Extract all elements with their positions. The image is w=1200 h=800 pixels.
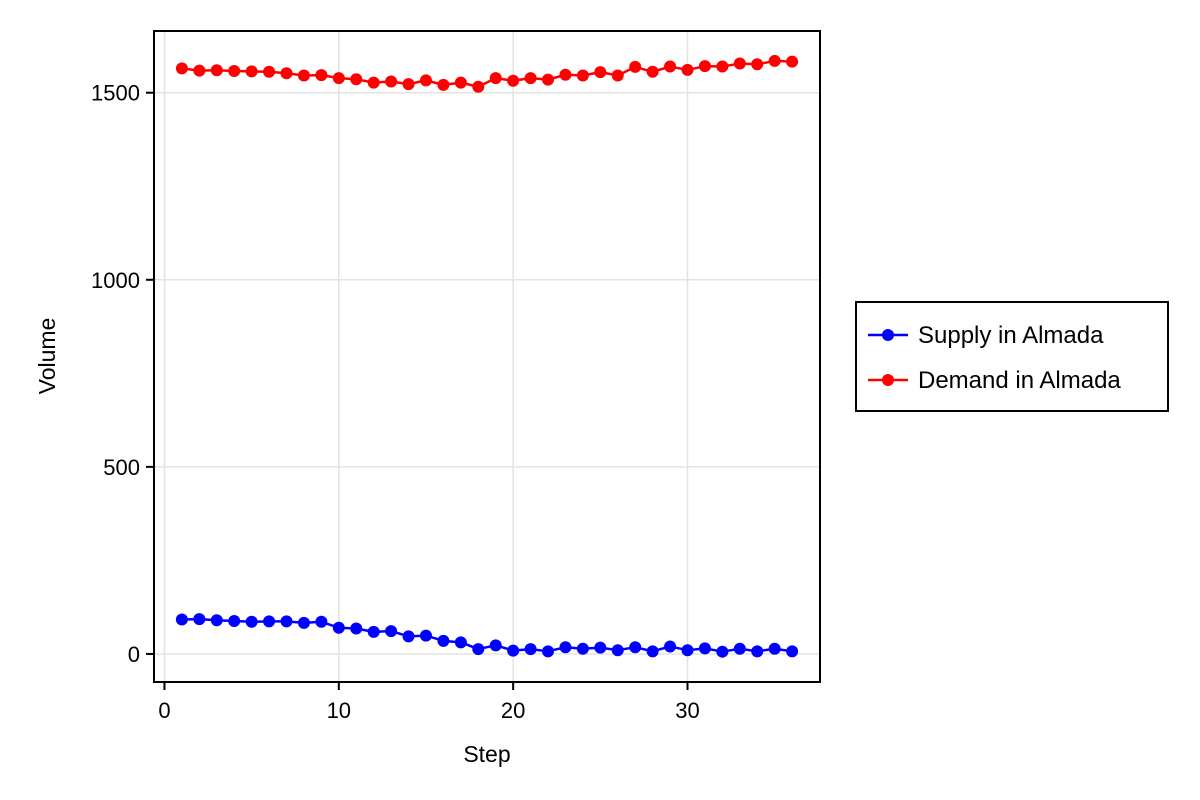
data-point <box>350 622 363 635</box>
data-point <box>664 640 677 653</box>
data-point <box>315 615 328 628</box>
data-point <box>228 615 241 628</box>
x-tick-label: 20 <box>501 698 525 723</box>
data-point <box>297 69 310 82</box>
legend-box <box>855 301 1169 412</box>
x-axis-label: Step <box>463 741 510 767</box>
x-tick-label: 30 <box>675 698 699 723</box>
legend-supply-marker <box>882 329 894 341</box>
axes: 0 10 20 30 0 500 1000 1500 <box>91 81 700 723</box>
data-point <box>332 621 345 634</box>
y-tick-label: 0 <box>128 642 140 667</box>
data-point <box>733 57 746 70</box>
data-point <box>698 642 711 655</box>
data-point <box>629 641 642 654</box>
data-point <box>629 60 642 73</box>
data-point <box>611 644 624 657</box>
data-point <box>245 615 258 628</box>
data-point <box>472 643 485 656</box>
data-point <box>751 645 764 658</box>
data-point <box>698 60 711 73</box>
data-point <box>419 74 432 87</box>
grid-lines <box>154 31 820 682</box>
y-tick-label: 500 <box>103 455 140 480</box>
data-point <box>385 625 398 638</box>
data-point <box>716 645 729 658</box>
data-point <box>193 64 206 77</box>
legend-demand-marker <box>882 374 894 386</box>
data-point <box>228 65 241 78</box>
data-point <box>786 55 799 68</box>
legend-demand-label: Demand in Almada <box>918 367 1121 394</box>
data-point <box>263 615 276 628</box>
data-point <box>297 616 310 629</box>
data-point <box>385 75 398 88</box>
data-point <box>280 615 293 628</box>
data-point <box>437 78 450 91</box>
y-tick-label: 1000 <box>91 268 140 293</box>
data-point <box>367 625 380 638</box>
data-point <box>454 636 467 649</box>
y-axis-label: Volume <box>34 318 60 395</box>
data-point <box>542 73 555 86</box>
data-point <box>402 630 415 643</box>
data-point <box>419 629 432 642</box>
data-point <box>594 641 607 654</box>
data-point <box>437 634 450 647</box>
data-point <box>542 645 555 658</box>
data-point <box>263 65 276 78</box>
data-point <box>454 76 467 89</box>
data-point <box>768 54 781 67</box>
data-point <box>210 64 223 77</box>
data-point <box>472 80 485 93</box>
legend: Supply in Almada Demand in Almada <box>855 301 1169 412</box>
data-point <box>332 72 345 85</box>
data-point <box>768 642 781 655</box>
data-point <box>681 644 694 657</box>
data-point <box>489 639 502 652</box>
plot-frame <box>153 30 821 683</box>
data-point <box>245 65 258 78</box>
x-tick-label: 0 <box>158 698 170 723</box>
data-point <box>576 642 589 655</box>
data-point <box>751 58 764 71</box>
data-point <box>210 614 223 627</box>
data-point <box>681 63 694 76</box>
series-0 <box>175 613 799 658</box>
legend-supply-label: Supply in Almada <box>918 322 1104 349</box>
data-point <box>524 643 537 656</box>
data-point <box>402 78 415 91</box>
data-point <box>175 62 188 75</box>
data-point <box>646 65 659 78</box>
data-point <box>280 67 293 80</box>
data-point <box>489 72 502 85</box>
data-point <box>786 645 799 658</box>
plot-series <box>175 54 799 658</box>
y-tick-label: 1500 <box>91 81 140 106</box>
data-point <box>664 60 677 73</box>
data-point <box>559 641 572 654</box>
data-point <box>193 613 206 626</box>
x-tick-label: 10 <box>327 698 351 723</box>
data-point <box>175 613 188 626</box>
data-point <box>367 76 380 89</box>
data-point <box>594 66 607 79</box>
data-point <box>524 72 537 85</box>
data-point <box>716 60 729 73</box>
data-point <box>611 69 624 82</box>
data-point <box>507 74 520 87</box>
data-point <box>315 69 328 82</box>
data-point <box>350 73 363 86</box>
series-1 <box>175 54 799 93</box>
data-point <box>733 642 746 655</box>
data-point <box>559 68 572 81</box>
data-point <box>507 644 520 657</box>
data-point <box>576 69 589 82</box>
data-point <box>646 645 659 658</box>
